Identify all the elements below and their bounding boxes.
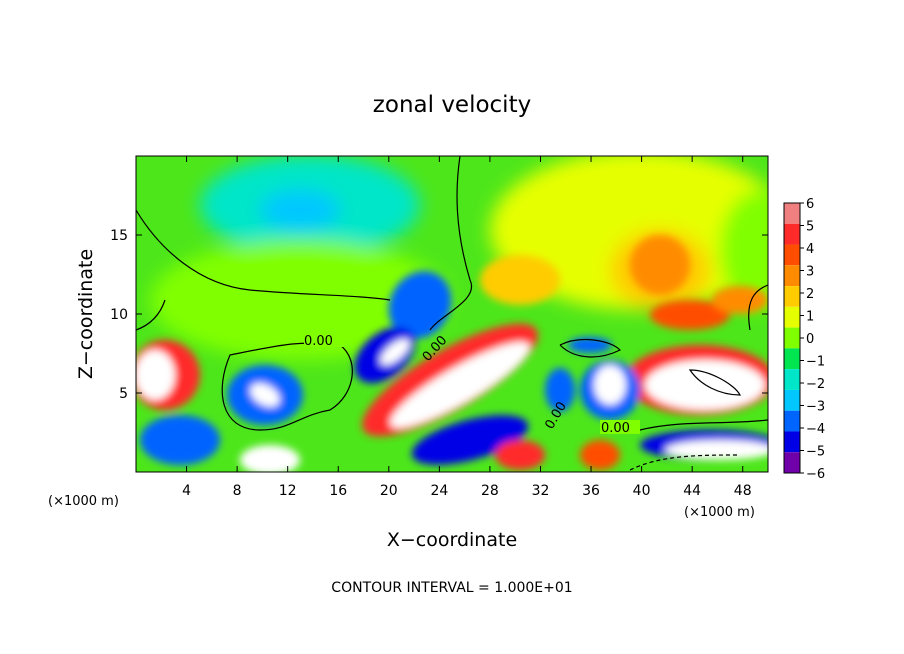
colorbar-tick-label: −2 — [806, 377, 825, 392]
colorbar-swatch — [784, 286, 800, 307]
colorbar-tick-label: −5 — [806, 445, 825, 460]
colorbar-tick-label: 1 — [806, 310, 814, 325]
colorbar-tick-label: 0 — [806, 332, 814, 347]
colorbar-tick-label: −1 — [806, 355, 825, 370]
x-tick-label: 12 — [279, 483, 297, 499]
plot-area: 0.00 0.00 0.00 0.00 — [136, 156, 768, 472]
x-tick-label: 40 — [633, 483, 651, 499]
x-tick-label: 28 — [481, 483, 499, 499]
y-tick-label: 5 — [119, 386, 128, 402]
y-tick-label: 10 — [110, 307, 128, 323]
y-tick-label: 15 — [110, 228, 128, 244]
x-tick-label: 24 — [430, 483, 448, 499]
field-smooth-layer — [150, 156, 768, 360]
x-tick-label: 32 — [532, 483, 550, 499]
colorbar: 6 5 4 3 2 1 0 −1 −2 −3 −4 −5 −6 — [783, 197, 825, 482]
colorbar-tick-label: 5 — [806, 220, 814, 235]
x-units-right: (×1000 m) — [684, 505, 755, 520]
x-tick-label: 48 — [734, 483, 752, 499]
colorbar-swatch — [784, 389, 800, 411]
colorbar-swatch — [784, 244, 800, 266]
x-tick-label: 4 — [182, 483, 191, 499]
y-axis: 5 10 15 — [110, 228, 768, 402]
colorbar-swatch — [784, 452, 800, 473]
colorbar-swatch — [784, 431, 800, 453]
x-tick-label: 16 — [329, 483, 347, 499]
colorbar-tick-label: 6 — [806, 197, 814, 212]
chart-title: zonal velocity — [373, 92, 531, 118]
x-units-left: (×1000 m) — [48, 494, 119, 509]
colorbar-tick-label: −4 — [806, 422, 825, 437]
colorbar-swatch — [784, 348, 800, 370]
colorbar-swatch — [784, 223, 800, 245]
x-axis: 4 8 12 16 20 24 28 32 36 40 44 48 — [182, 156, 752, 499]
colorbar-tick-label: 2 — [806, 287, 814, 302]
x-tick-label: 8 — [233, 483, 242, 499]
colorbar-swatch — [784, 265, 800, 287]
colorbar-swatch — [784, 306, 800, 328]
contour-lines — [136, 156, 768, 471]
x-tick-label: 20 — [380, 483, 398, 499]
contour-label-1: 0.00 — [304, 334, 333, 349]
y-axis-label: Z−coordinate — [75, 249, 97, 379]
colorbar-tick-label: 3 — [806, 265, 814, 280]
colorbar-swatch — [784, 369, 800, 390]
colorbar-tick-label: −3 — [806, 400, 825, 415]
colorbar-swatch — [784, 203, 800, 224]
field-detail-layer — [136, 235, 768, 472]
x-tick-label: 44 — [683, 483, 701, 499]
colorbar-tick-label: 4 — [806, 242, 814, 257]
contour-interval-footer: CONTOUR INTERVAL = 1.000E+01 — [331, 580, 572, 596]
colorbar-swatch — [784, 410, 800, 432]
x-axis-label: X−coordinate — [387, 529, 517, 551]
x-tick-label: 36 — [582, 483, 600, 499]
contour-label-4: 0.00 — [601, 421, 630, 436]
colorbar-tick-label: −6 — [806, 467, 825, 482]
colorbar-swatch — [784, 327, 800, 349]
